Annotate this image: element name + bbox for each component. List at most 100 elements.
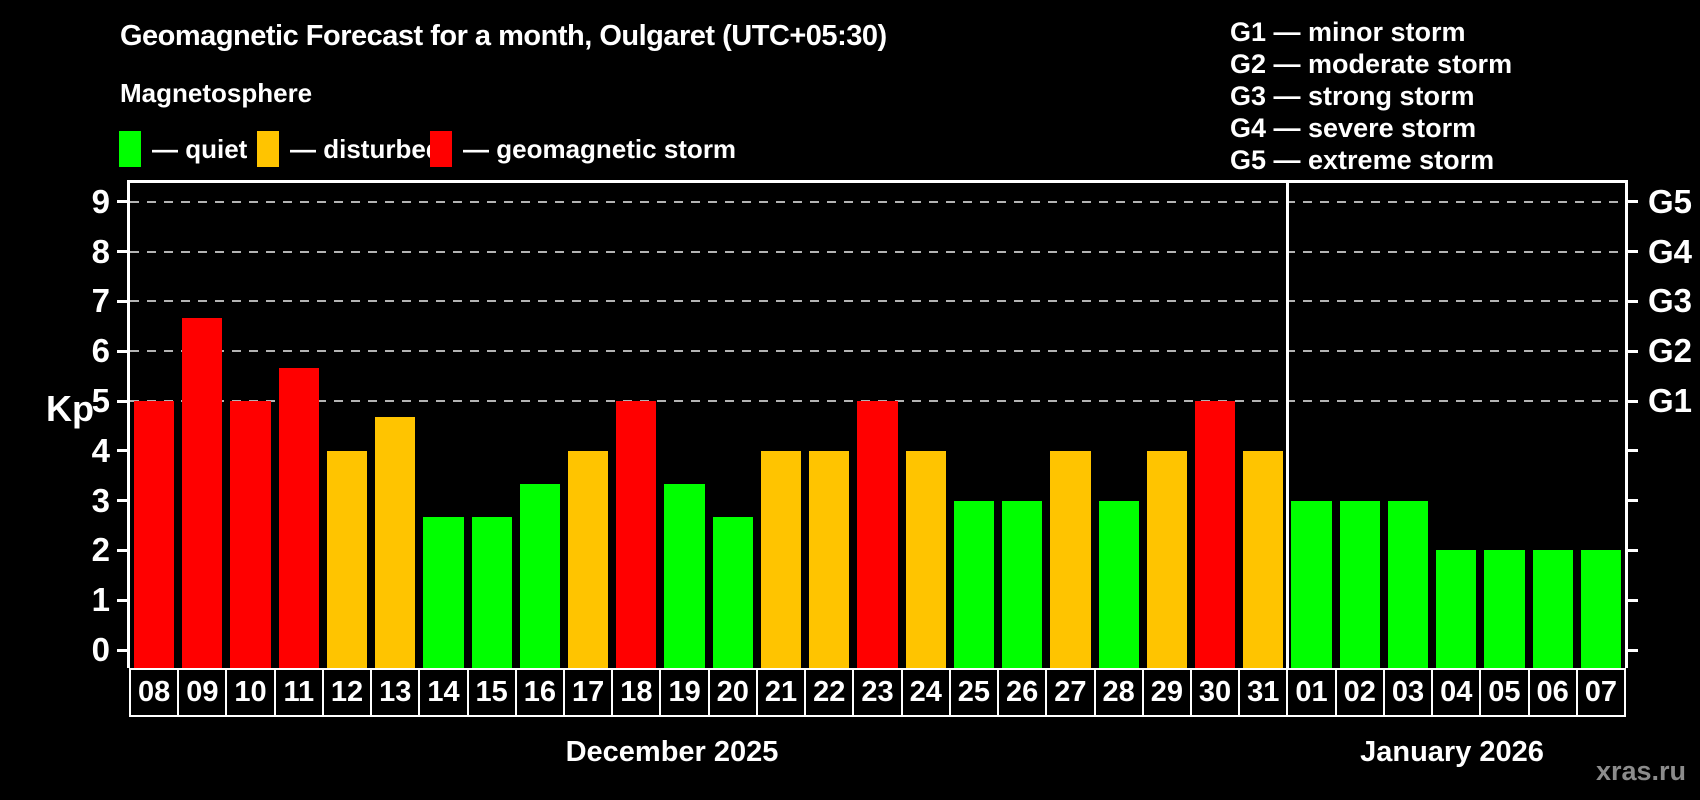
chart-title: Geomagnetic Forecast for a month, Oulgar… xyxy=(120,20,887,52)
y-axis-tick-right xyxy=(1626,598,1638,602)
y-axis-tick-left xyxy=(117,598,129,602)
date-label: 06 xyxy=(1527,668,1578,717)
kp-bar xyxy=(134,401,175,668)
y-axis-tick-right xyxy=(1626,200,1638,204)
y-axis-tick-label: 0 xyxy=(91,631,110,668)
date-label: 05 xyxy=(1479,668,1530,717)
y-axis-tick-right xyxy=(1626,548,1638,552)
date-label: 02 xyxy=(1334,668,1385,717)
gridline-kp-7 xyxy=(130,300,1625,303)
legend-label: — disturbed xyxy=(290,133,442,164)
kp-bar xyxy=(423,517,464,668)
legend-item-storm: — geomagnetic storm xyxy=(430,130,736,168)
kp-bar xyxy=(1194,401,1236,668)
y-axis-tick-label: 1 xyxy=(91,581,110,619)
kp-bar xyxy=(712,517,753,668)
date-label: 21 xyxy=(755,668,807,717)
kp-bar xyxy=(953,500,995,668)
legend-item-quiet: — quiet xyxy=(119,130,247,168)
y-axis-tick-left xyxy=(117,250,129,254)
date-label: 19 xyxy=(659,668,710,717)
g-scale-label: G3 xyxy=(1648,282,1693,320)
legend-swatch-quiet-icon xyxy=(119,131,141,167)
date-label: 07 xyxy=(1575,668,1626,717)
date-label: 03 xyxy=(1382,668,1434,717)
month-separator-line xyxy=(1285,183,1289,668)
date-label: 09 xyxy=(177,668,228,717)
y-axis-tick-left xyxy=(117,548,129,552)
y-axis-label: Kp xyxy=(46,388,94,429)
date-label: 23 xyxy=(852,668,903,717)
legend-swatch-disturbed-icon xyxy=(257,131,279,167)
kp-bar xyxy=(1532,550,1573,668)
kp-bar xyxy=(1436,550,1477,668)
storm-scale-legend-line: G1 — minor storm xyxy=(1230,17,1466,47)
date-label: 31 xyxy=(1238,668,1289,717)
date-label: 12 xyxy=(321,668,373,717)
y-axis-tick-left xyxy=(117,200,129,204)
y-axis-tick-left xyxy=(117,648,129,652)
g-scale-label: G2 xyxy=(1648,332,1693,370)
month-caption-january: January 2026 xyxy=(1360,736,1544,768)
y-axis-tick-left xyxy=(117,399,129,403)
y-axis-tick-right xyxy=(1626,399,1638,403)
kp-bar xyxy=(1580,550,1621,668)
kp-bar xyxy=(1050,450,1091,668)
g-scale-label: G4 xyxy=(1648,232,1693,270)
kp-bar xyxy=(1098,500,1139,668)
storm-scale-legend-line: G5 — extreme storm xyxy=(1230,145,1495,175)
legend-swatch-storm-icon xyxy=(430,131,452,167)
kp-bar xyxy=(471,517,512,668)
y-axis-tick-right xyxy=(1626,299,1638,303)
kp-bar xyxy=(375,417,416,668)
date-label: 10 xyxy=(225,668,276,717)
y-axis-tick-label: 5 xyxy=(91,382,110,419)
kp-bar xyxy=(616,401,657,668)
y-axis-tick-left xyxy=(117,349,129,353)
y-axis-tick-label: 4 xyxy=(91,431,110,469)
g-scale-label: G5 xyxy=(1648,182,1693,220)
plot-border-top xyxy=(127,180,1628,183)
storm-scale-legend-line: G4 — severe storm xyxy=(1230,113,1477,143)
kp-bar xyxy=(230,401,271,668)
y-axis-tick-right xyxy=(1626,648,1638,652)
date-label: 24 xyxy=(900,668,951,717)
date-label: 13 xyxy=(370,668,421,717)
date-label: 27 xyxy=(1045,668,1096,717)
kp-bar xyxy=(809,450,850,668)
date-label: 17 xyxy=(563,668,614,717)
watermark: xras.ru xyxy=(1595,756,1686,786)
legend-item-disturbed: — disturbed xyxy=(257,130,442,168)
y-axis-tick-right xyxy=(1626,349,1638,353)
y-axis-tick-label: 2 xyxy=(91,531,110,569)
plot-border-right xyxy=(1625,180,1628,668)
storm-scale-legend-line: G2 — moderate storm xyxy=(1230,49,1513,79)
kp-bar xyxy=(1484,550,1525,668)
gridline-kp-9 xyxy=(130,200,1625,203)
kp-bar xyxy=(519,484,561,668)
y-axis-tick-left xyxy=(117,299,129,303)
plot-border-left xyxy=(127,180,130,668)
y-axis-tick-label: 3 xyxy=(91,481,110,519)
date-label: 16 xyxy=(514,668,566,717)
y-axis-tick-right xyxy=(1626,449,1638,453)
y-axis-tick-label: 6 xyxy=(91,332,110,370)
date-label: 26 xyxy=(997,668,1048,717)
storm-scale-legend-line: G3 — strong storm xyxy=(1230,81,1475,111)
kp-bar xyxy=(664,484,705,668)
kp-bar xyxy=(1291,500,1332,668)
kp-bar xyxy=(568,450,609,668)
plot-area xyxy=(130,183,1625,668)
legend-label: — geomagnetic storm xyxy=(463,133,737,164)
g-scale-label: G1 xyxy=(1648,382,1693,419)
date-label: 30 xyxy=(1189,668,1241,717)
chart-subtitle: Magnetosphere xyxy=(120,78,313,108)
y-axis-tick-right xyxy=(1626,250,1638,254)
legend-label: — quiet xyxy=(152,133,248,164)
y-axis-tick-label: 9 xyxy=(91,182,110,220)
date-label: 28 xyxy=(1093,668,1144,717)
y-axis-tick-left xyxy=(117,499,129,503)
date-label: 18 xyxy=(611,668,662,717)
date-label: 29 xyxy=(1141,668,1192,717)
